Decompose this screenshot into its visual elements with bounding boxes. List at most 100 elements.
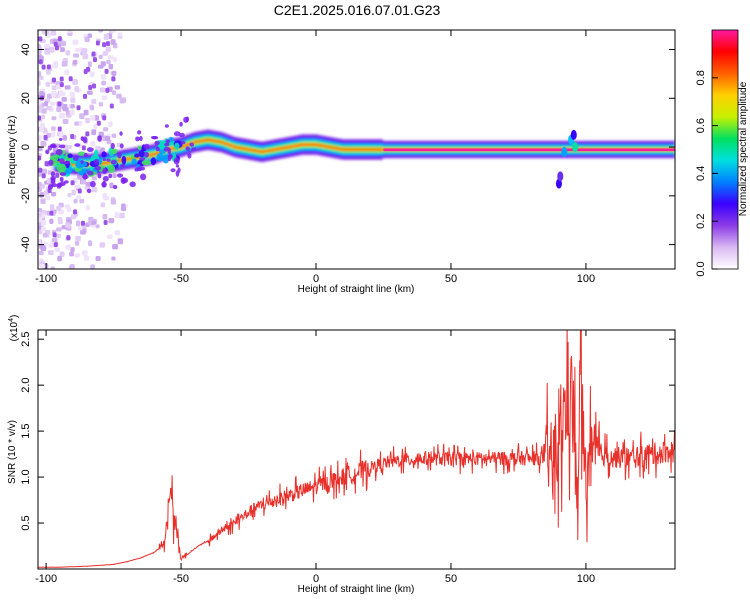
heatmap-blob — [90, 180, 96, 188]
heatmap-noise-cell — [50, 266, 55, 269]
heatmap-noise-cell — [38, 59, 43, 65]
heatmap-noise-cell — [109, 182, 114, 189]
heatmap-noise-cell — [58, 130, 64, 137]
heatmap-noise-cell — [62, 107, 69, 112]
heatmap-panel: -100 -50 0 50 100 -40 -20 0 20 40 Height of stra… — [7, 29, 676, 295]
heatmap-noise-cell — [91, 176, 98, 181]
colorbar-tick-label: 0.0 — [695, 261, 707, 276]
heatmap-noise-cell — [114, 230, 121, 236]
heatmap-blob — [119, 143, 124, 149]
heatmap-blob — [97, 135, 102, 142]
heatmap-blob — [140, 173, 147, 181]
heatmap-noise-cell — [88, 84, 93, 90]
heatmap-noise-cell — [39, 263, 46, 269]
heatmap-blob — [139, 136, 143, 142]
heatmap-noise-cell — [89, 105, 95, 111]
heatmap-noise-cell — [108, 121, 113, 127]
heatmap-noise-cell — [107, 234, 113, 240]
heatmap-noise-cell — [62, 135, 67, 141]
heatmap-noise-cell — [96, 120, 101, 126]
heatmap-blob — [56, 164, 67, 173]
heatmap-noise-cell — [105, 46, 111, 53]
heatmap-noise-cell — [98, 54, 103, 59]
heatmap-noise-cell — [103, 33, 110, 40]
heatmap-noise-cell — [74, 240, 80, 246]
heatmap-noise-cell — [60, 47, 65, 53]
heatmap-noise-cell — [108, 63, 114, 70]
heatmap-noise-cell — [46, 69, 51, 75]
heatmap-blob — [80, 136, 85, 141]
heatmap-noise-cell — [74, 184, 81, 189]
heatmap-noise-cell — [46, 177, 52, 184]
heatmap-noise-cell — [91, 51, 96, 57]
heatmap-noise-cell — [102, 213, 108, 220]
heatmap-blob — [138, 150, 145, 158]
heatmap-noise-cell — [40, 122, 46, 128]
heatmap-frame — [37, 29, 676, 270]
heatmap-blob — [106, 158, 111, 162]
heatmap-blob — [108, 173, 113, 179]
heatmap-noise-cell — [80, 220, 85, 226]
snr-y-multiplier-exp: 4 — [8, 318, 15, 322]
heatmap-noise-cell — [56, 205, 62, 211]
heatmap-noise-cell — [95, 255, 101, 262]
snr-x-ticks: -100 -50 0 50 100 — [35, 330, 595, 585]
heatmap-noise-cell — [41, 64, 46, 70]
heatmap-noise-cell — [81, 145, 86, 151]
heatmap-noise-cell — [99, 242, 106, 248]
heatmap-x-tick-label: -100 — [35, 273, 57, 285]
heatmap-noise-cell — [38, 181, 42, 187]
heatmap-blob — [82, 174, 89, 180]
snr-y-tick-label: 0.5 — [20, 515, 32, 530]
heatmap-blob — [130, 154, 136, 160]
heatmap-noise-cell — [40, 220, 47, 226]
heatmap-blob — [168, 154, 173, 159]
heatmap-noise-cell — [65, 110, 71, 116]
heatmap-noise-cell — [51, 237, 58, 243]
snr-x-tick-label: 0 — [313, 573, 319, 585]
heatmap-noise-cell — [44, 101, 49, 107]
heatmap-noise-cell — [117, 238, 123, 245]
heatmap-y-tick-label: 20 — [20, 92, 32, 104]
heatmap-blob — [50, 175, 56, 181]
colorbar: 0.0 0.2 0.4 0.6 0.8 Normalized spectral ampl… — [695, 29, 749, 277]
heatmap-noise-cell — [114, 212, 120, 219]
heatmap-noise-cell — [70, 247, 75, 253]
heatmap-noise-cell — [59, 251, 65, 257]
heatmap-noise-cell — [38, 207, 43, 213]
heatmap-noise-cell — [46, 64, 51, 70]
heatmap-noise-cell — [38, 135, 42, 141]
heatmap-noise-cell — [38, 172, 42, 177]
heatmap-blob — [170, 168, 176, 173]
heatmap-blob — [110, 159, 117, 165]
heatmap-blob — [168, 136, 174, 143]
heatmap-noise-cell — [42, 232, 48, 238]
heatmap-blob — [74, 143, 81, 147]
heatmap-noise-cell — [91, 220, 97, 225]
heatmap-noise-cell — [40, 198, 46, 204]
heatmap-noise-cell — [69, 91, 75, 98]
colorbar-ticks: 0.0 0.2 0.4 0.6 0.8 — [695, 70, 718, 277]
heatmap-blob — [191, 147, 196, 151]
heatmap-blob — [162, 154, 170, 164]
heatmap-noise-cell — [45, 81, 51, 87]
heatmap-noise-cell — [97, 64, 104, 69]
heatmap-blob — [136, 166, 143, 172]
heatmap-noise-cell — [59, 76, 64, 82]
heatmap-noise-cell — [92, 83, 97, 89]
heatmap-noise-cell — [66, 235, 71, 241]
heatmap-blob — [180, 140, 186, 145]
heatmap-ridge-core — [383, 148, 675, 152]
heatmap-noise-cell — [41, 168, 48, 175]
heatmap-noise-cell — [57, 101, 62, 107]
heatmap-noise-cell — [111, 133, 117, 138]
heatmap-blob — [58, 137, 63, 141]
snr-y-tick-label: 2.5 — [20, 332, 32, 347]
heatmap-noise-cell — [95, 224, 100, 229]
heatmap-blob — [117, 152, 122, 159]
heatmap-x-tick-label: 50 — [445, 273, 457, 285]
heatmap-noise-cell — [39, 126, 44, 133]
heatmap-noise-cell — [80, 228, 86, 235]
heatmap-noise-cell — [87, 90, 93, 95]
heatmap-noise-cell — [51, 116, 57, 121]
